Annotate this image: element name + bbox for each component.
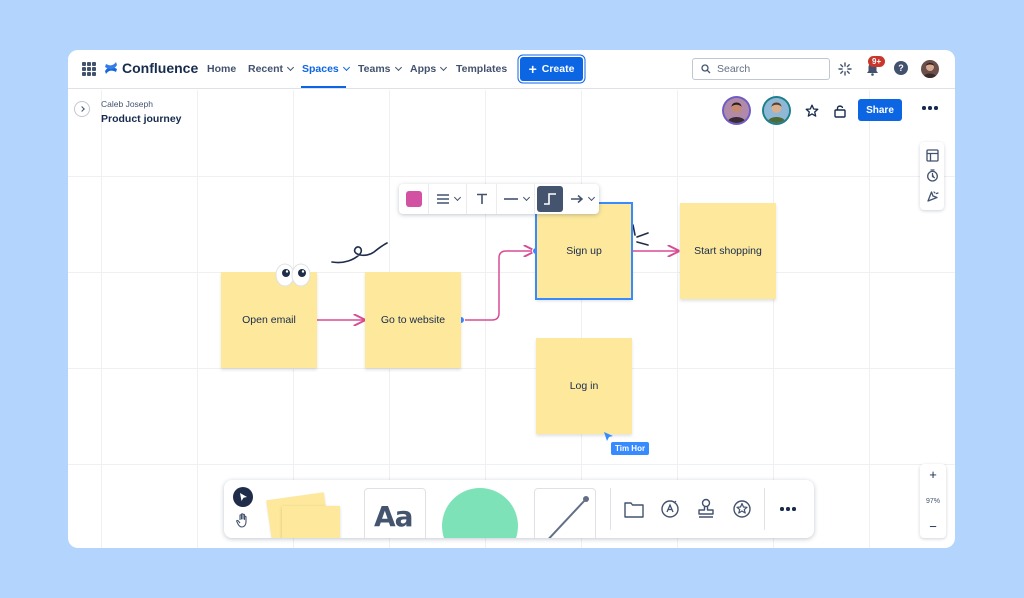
sticky-note-sign-up[interactable]: Sign up	[535, 202, 633, 300]
chevron-down-icon	[342, 63, 350, 72]
page-title: Product journey	[101, 113, 182, 125]
notification-count-badge: 9+	[868, 56, 886, 67]
top-navigation: Confluence Home Recent Spaces Teams Apps…	[68, 50, 955, 89]
sticky-label: Go to website	[380, 314, 446, 326]
nav-home[interactable]: Home	[207, 63, 237, 75]
sticky-note-open-email[interactable]: Open email	[221, 272, 317, 368]
chevron-down-icon	[440, 63, 448, 72]
toolbar-divider	[764, 488, 765, 530]
side-tools-panel	[920, 142, 944, 210]
text-tool[interactable]: Aa	[364, 488, 426, 538]
nav-spaces[interactable]: Spaces	[302, 63, 350, 75]
cursor-celebrate-icon[interactable]	[926, 190, 939, 203]
pointer-icon	[240, 493, 247, 501]
more-actions-icon[interactable]	[922, 106, 938, 110]
sticker-tool-icon[interactable]	[732, 499, 752, 519]
restrictions-lock-icon[interactable]	[833, 104, 847, 118]
confluence-logo-icon	[105, 62, 117, 74]
collaborator-avatar-2[interactable]	[764, 98, 789, 123]
sticky-label: Open email	[242, 314, 296, 326]
ai-sparkle-icon[interactable]	[838, 62, 852, 76]
connector-tool[interactable]	[534, 488, 596, 538]
arrow-right-icon	[571, 194, 584, 204]
collaborator-cursor-icon	[604, 432, 613, 441]
app-name: Confluence	[122, 60, 199, 76]
collaborator-name-tag: Tim Hor	[611, 442, 650, 455]
sticky-note-log-in[interactable]: Log in	[536, 338, 632, 434]
star-icon[interactable]	[805, 104, 819, 118]
zoom-in-button[interactable]: +	[929, 467, 937, 482]
frame-tool-icon[interactable]	[624, 500, 644, 518]
sticky-note-start-shopping[interactable]: Start shopping	[680, 203, 776, 299]
squiggle-drawing	[331, 242, 388, 264]
whiteboard-canvas[interactable]: Open email Go to website Sign up Start s…	[68, 90, 955, 548]
share-button[interactable]: Share	[858, 99, 902, 121]
elbow-connector-button[interactable]	[537, 186, 563, 212]
text-tool-button[interactable]	[467, 184, 497, 214]
help-icon[interactable]: ?	[894, 61, 908, 75]
search-icon	[701, 64, 711, 74]
zoom-controls: + 97% −	[920, 464, 946, 538]
sticky-note-go-to-website[interactable]: Go to website	[365, 272, 461, 368]
chevron-down-icon	[286, 63, 295, 72]
active-nav-indicator	[301, 86, 346, 88]
align-lines-icon	[436, 194, 449, 204]
color-swatch-button[interactable]	[399, 184, 429, 214]
plus-icon: +	[528, 61, 537, 77]
pink-swatch-icon	[405, 191, 422, 207]
breadcrumb-owner[interactable]: Caleb Joseph	[101, 99, 153, 109]
collaborator-avatar-icon	[764, 98, 789, 123]
search-input[interactable]: Search	[692, 58, 830, 80]
collaborator-avatar-icon	[724, 98, 749, 123]
chevron-right-icon	[78, 106, 85, 112]
nav-teams[interactable]: Teams	[358, 63, 402, 75]
shape-tool[interactable]	[442, 488, 518, 538]
connector-website-to-signup	[461, 251, 534, 321]
hand-pan-icon[interactable]	[235, 512, 251, 528]
create-button[interactable]: + Create	[520, 57, 583, 81]
nav-templates[interactable]: Templates	[456, 63, 508, 75]
text-t-icon	[476, 193, 487, 204]
sticky-note-tool[interactable]	[266, 492, 340, 538]
sticky-label: Start shopping	[694, 245, 762, 257]
sticky-label: Log in	[569, 380, 599, 392]
confluence-logo[interactable]: Confluence	[104, 60, 198, 76]
creation-toolbar: Aa	[224, 480, 814, 538]
sparkle-drawing	[632, 224, 649, 246]
user-avatar[interactable]	[921, 60, 939, 78]
select-tool-button[interactable]	[233, 487, 253, 507]
line-weight-button[interactable]	[497, 184, 535, 214]
layout-panel-icon[interactable]	[925, 149, 939, 162]
expand-sidebar-button[interactable]	[74, 101, 90, 117]
zoom-out-button[interactable]: −	[929, 519, 937, 534]
nav-apps[interactable]: Apps	[410, 63, 448, 75]
chevron-down-icon	[394, 63, 402, 72]
googly-eyes-sticker[interactable]	[274, 262, 312, 288]
elbow-connector-icon	[544, 193, 556, 205]
line-connector-icon	[548, 496, 589, 538]
search-placeholder: Search	[717, 63, 751, 75]
sticky-label: Sign up	[566, 245, 602, 257]
stamp-tool-icon[interactable]	[696, 498, 716, 519]
user-avatar-icon	[923, 63, 937, 78]
more-tools-icon[interactable]	[780, 507, 796, 511]
nav-recent[interactable]: Recent	[248, 63, 295, 75]
app-window: Open email Go to website Sign up Start s…	[68, 50, 955, 548]
zoom-level: 97%	[925, 497, 940, 505]
element-format-toolbar	[399, 184, 599, 214]
app-switcher-icon[interactable]	[82, 62, 96, 76]
ai-generate-icon[interactable]	[660, 499, 680, 519]
toolbar-divider	[610, 488, 611, 530]
line-solid-icon	[503, 198, 518, 200]
collaborator-avatar-1[interactable]	[724, 98, 749, 123]
arrow-head-button[interactable]	[565, 184, 599, 214]
timer-icon[interactable]	[926, 169, 939, 183]
line-style-button[interactable]	[429, 184, 467, 214]
text-sample: Aa	[374, 500, 414, 533]
